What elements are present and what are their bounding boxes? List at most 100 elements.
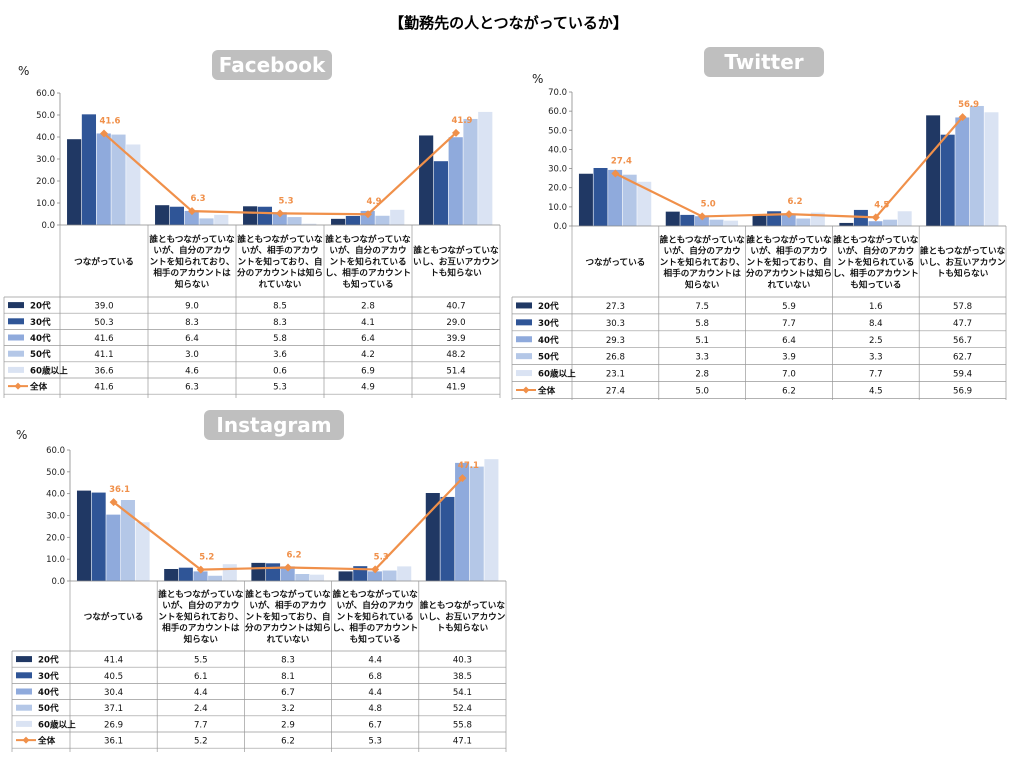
facebook-bar (214, 214, 229, 225)
table-cell: 6.9 (361, 366, 375, 376)
category-header: 誰ともつながっていないが、自分のアカウントを知られているし、相手のアカウントも知… (833, 234, 919, 291)
table-cell: 56.7 (953, 336, 972, 346)
facebook-bar (345, 215, 361, 225)
table-cell: 5.5 (194, 656, 208, 666)
instagram-bar (193, 571, 208, 581)
facebook-bar (184, 210, 199, 225)
twitter-bar (680, 214, 695, 226)
facebook-overall-data-label: 6.3 (190, 194, 205, 204)
table-cell: 5.3 (273, 383, 287, 393)
twitter-overall-data-label: 6.2 (787, 197, 802, 207)
twitter-overall-data-label: 27.4 (611, 157, 632, 167)
legend-swatch (8, 302, 24, 309)
legend-swatch (16, 720, 32, 727)
twitter-bar (897, 211, 912, 226)
twitter-overall-point (785, 210, 793, 219)
legend-swatch (8, 318, 24, 325)
legend-swatch (16, 656, 32, 663)
twitter-bar (839, 222, 854, 226)
instagram-bar (91, 492, 106, 581)
legend-label: 全体 (37, 735, 56, 747)
y-tick-label: 30.0 (46, 512, 65, 522)
twitter-bar (940, 134, 955, 226)
instagram-overall-data-label: 5.3 (374, 552, 389, 562)
instagram-bar (382, 570, 397, 581)
instagram-bar (469, 466, 484, 581)
facebook-overall-point (100, 129, 108, 138)
legend-label: 30代 (30, 316, 51, 328)
table-cell: 6.7 (281, 688, 295, 698)
table-cell: 5.8 (273, 334, 287, 344)
table-cell: 8.4 (869, 319, 883, 329)
legend-label: 60歳以上 (30, 364, 68, 376)
table-cell: 7.7 (869, 370, 883, 380)
instagram-bar (178, 567, 193, 581)
table-cell: 6.2 (782, 386, 796, 396)
y-tick-label: 50.0 (36, 111, 55, 121)
legend-label: 40代 (30, 332, 51, 344)
legend-label: 20代 (30, 300, 51, 312)
facebook-bar (96, 133, 111, 225)
twitter-bar (593, 167, 608, 226)
table-cell: 6.4 (185, 334, 199, 344)
legend-label: 50代 (538, 351, 559, 363)
facebook-bar (169, 206, 185, 225)
table-cell: 6.1 (194, 672, 208, 682)
twitter-overall-point (698, 212, 707, 221)
category-header: つながっている (586, 256, 646, 268)
table-cell: 7.7 (782, 319, 796, 329)
category-header: 誰ともつながっていないが、自分のアカウントを知られているし、相手のアカウントも知… (332, 588, 418, 645)
category-header: 誰ともつながっていないが、自分のアカウントを知られており、相手のアカウントは知ら… (660, 234, 746, 291)
y-tick-label: 10.0 (548, 203, 567, 213)
category-header: 誰ともつながっていないし、お互いアカウントも知らない (413, 244, 499, 278)
legend-swatch (16, 672, 32, 679)
y-tick-label: 50.0 (548, 126, 567, 136)
table-cell: 8.3 (281, 656, 295, 666)
legend-label: 60歳以上 (538, 368, 576, 380)
y-tick-label: 70.0 (548, 88, 567, 98)
instagram-overall-data-label: 47.1 (458, 461, 479, 471)
instagram-bar (484, 459, 499, 581)
category-header: 誰ともつながっていないし、お互いアカウントも知らない (419, 599, 505, 633)
y-tick-label: 0.0 (51, 577, 65, 587)
twitter-bar (622, 174, 637, 226)
table-cell: 4.4 (368, 656, 382, 666)
table-cell: 26.8 (606, 353, 625, 363)
table-cell: 2.9 (281, 720, 295, 730)
table-cell: 47.7 (953, 319, 972, 329)
instagram-bar (309, 574, 325, 581)
table-cell: 6.3 (185, 383, 199, 393)
table-cell: 41.1 (94, 350, 113, 360)
table-cell: 39.0 (94, 302, 113, 312)
facebook-bar (199, 218, 214, 225)
y-tick-label: 40.0 (548, 145, 567, 155)
instagram-bar (280, 566, 295, 581)
instagram-bar (106, 514, 121, 581)
instagram-overall-point (371, 565, 380, 574)
facebook-bar (287, 217, 302, 225)
table-cell: 36.6 (94, 366, 113, 376)
table-cell: 2.5 (869, 336, 883, 346)
twitter-bar (665, 211, 680, 226)
table-cell: 27.3 (606, 302, 625, 312)
category-header: つながっている (74, 255, 134, 267)
table-cell: 7.5 (695, 302, 709, 312)
y-tick-label: 50.0 (46, 468, 65, 478)
legend-label: 全体 (29, 381, 48, 393)
twitter-bar (781, 213, 796, 226)
table-cell: 5.2 (194, 737, 208, 747)
instagram-bar (222, 564, 237, 581)
table-cell: 5.0 (695, 386, 709, 396)
table-cell: 57.8 (953, 302, 972, 312)
twitter-bar (608, 169, 623, 226)
table-cell: 3.3 (869, 353, 883, 363)
facebook-bar (375, 215, 390, 225)
table-cell: 48.2 (446, 350, 465, 360)
instagram-bar (251, 562, 266, 581)
instagram-bar (164, 568, 179, 581)
facebook-unit: % (18, 64, 30, 78)
instagram-overall-data-label: 6.2 (286, 550, 301, 560)
table-cell: 40.5 (104, 672, 123, 682)
facebook-overall-point (188, 207, 196, 216)
